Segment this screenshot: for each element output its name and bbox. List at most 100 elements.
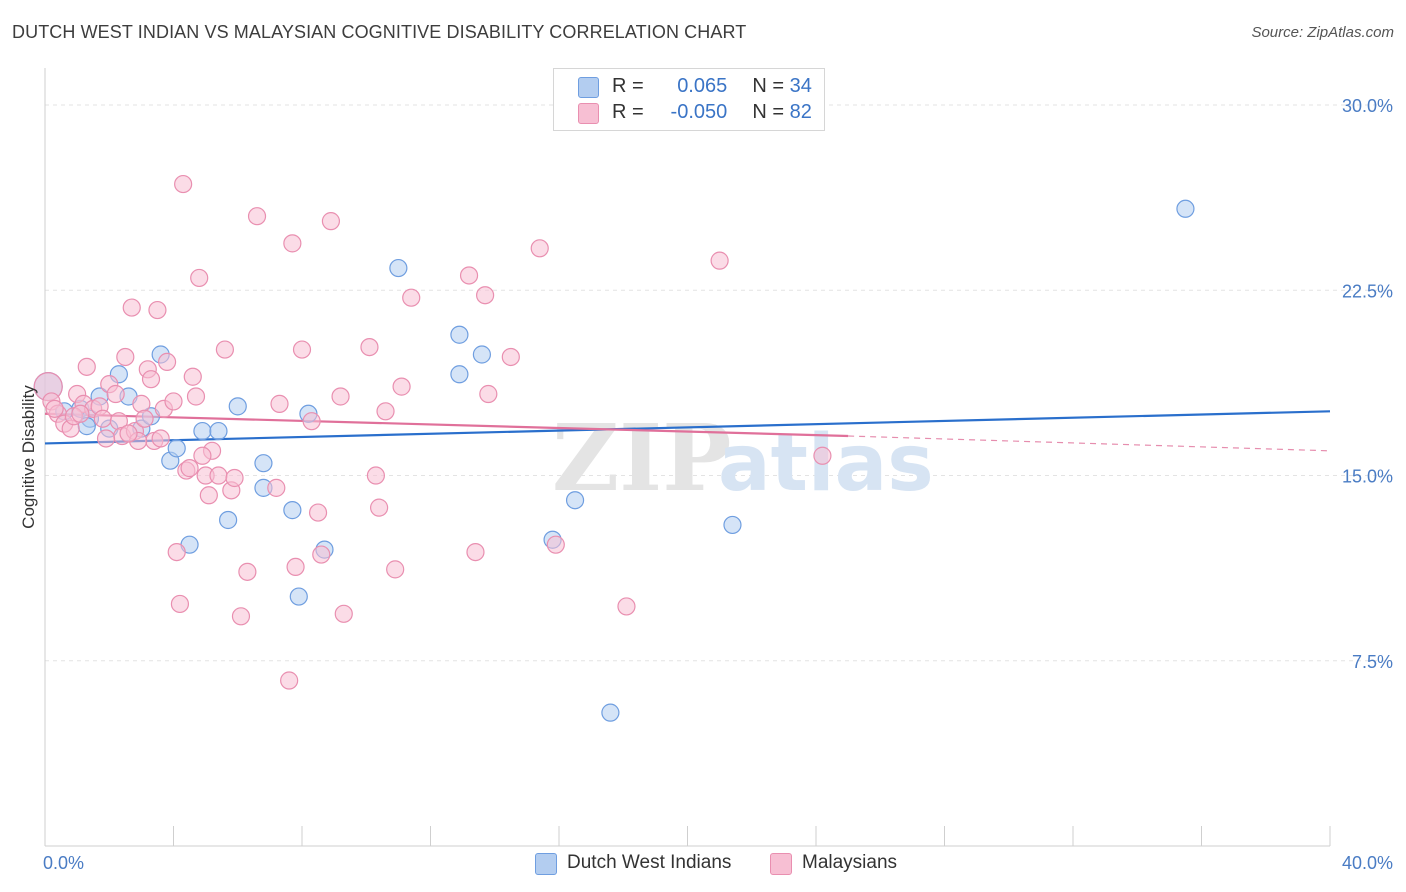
malaysian-point — [617, 597, 636, 616]
malaysian-point — [267, 478, 286, 497]
malaysian-point — [710, 251, 729, 270]
malaysian-point — [122, 298, 141, 317]
dutch-point — [472, 345, 491, 364]
malaysian-point — [45, 399, 64, 418]
malaysian-point — [321, 212, 341, 231]
dutch-point — [450, 365, 469, 384]
malaysian-point — [151, 429, 170, 448]
malaysian-point — [167, 542, 186, 562]
malaysian-point — [501, 347, 520, 367]
legend-n-label: N = — [752, 75, 785, 97]
malaysian-point — [247, 207, 267, 226]
malaysian-point — [331, 387, 350, 406]
dutch-point — [193, 421, 212, 441]
dutch-trend-line — [44, 410, 1331, 445]
malaysian-point — [466, 542, 485, 562]
malaysian-point — [280, 671, 299, 690]
malaysian-point — [302, 412, 321, 431]
malaysian-point — [96, 429, 116, 448]
malaysian-point — [193, 446, 212, 465]
malaysian-trend-extension — [848, 435, 1331, 452]
malaysian-point — [530, 239, 549, 258]
dutch-point — [289, 587, 308, 606]
dutch-point — [167, 439, 186, 458]
malaysian-point — [308, 503, 328, 522]
bottom-legend-swatch-blue — [535, 853, 557, 875]
malaysian-point — [283, 234, 302, 253]
legend-n-value: 34 — [789, 75, 812, 97]
malaysian-point — [312, 545, 331, 564]
malaysian-point — [209, 466, 228, 485]
malaysian-point — [286, 557, 305, 577]
malaysian-point — [386, 560, 405, 579]
bottom-legend-swatch-pink — [770, 853, 792, 875]
malaysian-point — [476, 286, 495, 305]
watermark: ZIPatlas — [552, 404, 934, 512]
bottom-legend-label-malaysian: Malaysians — [802, 852, 898, 873]
malaysian-point — [546, 535, 565, 554]
bottom-legend: Dutch West Indians Malaysians — [0, 851, 1406, 877]
malaysian-point — [199, 486, 218, 505]
malaysian-point — [183, 367, 202, 386]
malaysian-point — [334, 604, 353, 623]
malaysian-point — [231, 607, 251, 626]
malaysian-point — [366, 466, 385, 485]
dutch-point — [209, 421, 228, 441]
legend-box: R = 0.065 N = 34 R = -0.050 N = 82 — [553, 68, 825, 131]
malaysian-point — [71, 404, 90, 423]
legend-r-label: R = — [612, 75, 644, 97]
dutch-point — [228, 397, 247, 416]
y-tick-label: 15.0% — [1342, 467, 1393, 487]
dutch-point — [450, 325, 469, 344]
x-tick-label: 0.0% — [43, 853, 84, 873]
malaysian-point — [148, 300, 167, 320]
malaysian-point — [392, 377, 411, 396]
malaysian-point — [93, 409, 112, 428]
malaysian-point — [186, 387, 206, 406]
dutch-point — [254, 454, 273, 473]
dutch-point — [219, 510, 238, 530]
grid-lines — [45, 104, 1392, 662]
bottom-legend-label-dutch: Dutch West Indians — [567, 852, 732, 873]
x-tick-label: 40.0% — [1342, 853, 1393, 873]
malaysian-point — [479, 384, 498, 404]
legend-text-pink: R = -0.050 N = 82 — [612, 101, 812, 124]
axes — [44, 68, 1331, 847]
malaysian-point — [180, 459, 199, 478]
malaysian-point — [376, 402, 395, 421]
y-axis-label: Cognitive Disability — [19, 385, 38, 529]
data-points — [33, 174, 1195, 722]
malaysian-trend-line — [44, 412, 849, 438]
legend-swatch-blue — [578, 77, 599, 98]
malaysian-point — [190, 268, 209, 288]
malaysian-point — [215, 340, 234, 359]
trend-lines — [44, 410, 1331, 452]
y-tick-label: 22.5% — [1342, 281, 1393, 301]
malaysian-point — [360, 337, 379, 357]
malaysian-point — [157, 352, 177, 372]
dutch-point — [723, 515, 742, 535]
malaysian-point — [132, 394, 151, 413]
malaysian-point — [164, 392, 183, 411]
legend-n-label: N = — [752, 101, 785, 123]
tick-labels: 7.5% 15.0% 22.5% 30.0% 0.0% 40.0% Cognitive Di… — [19, 96, 1393, 873]
malaysian-point — [225, 468, 244, 488]
malaysian-point — [238, 562, 257, 581]
legend-r-label: R = — [612, 101, 644, 123]
legend-swatch-pink — [578, 103, 599, 124]
malaysian-point — [170, 594, 190, 614]
y-tick-label: 7.5% — [1352, 652, 1393, 672]
legend-r-value: 0.065 — [677, 75, 728, 97]
malaysian-point — [459, 266, 479, 285]
malaysian-point — [77, 357, 96, 376]
chart-title: DUTCH WEST INDIAN VS MALAYSIAN COGNITIVE… — [12, 22, 747, 42]
malaysian-point — [135, 409, 154, 428]
legend-text-blue: R = 0.065 N = 34 — [612, 75, 812, 98]
dutch-point — [283, 501, 302, 520]
y-tick-label: 30.0% — [1342, 96, 1393, 116]
dutch-point — [565, 491, 585, 510]
malaysian-point — [370, 498, 389, 517]
malaysian-point — [402, 288, 421, 307]
source-label: Source: ZipAtlas.com — [1251, 24, 1394, 41]
